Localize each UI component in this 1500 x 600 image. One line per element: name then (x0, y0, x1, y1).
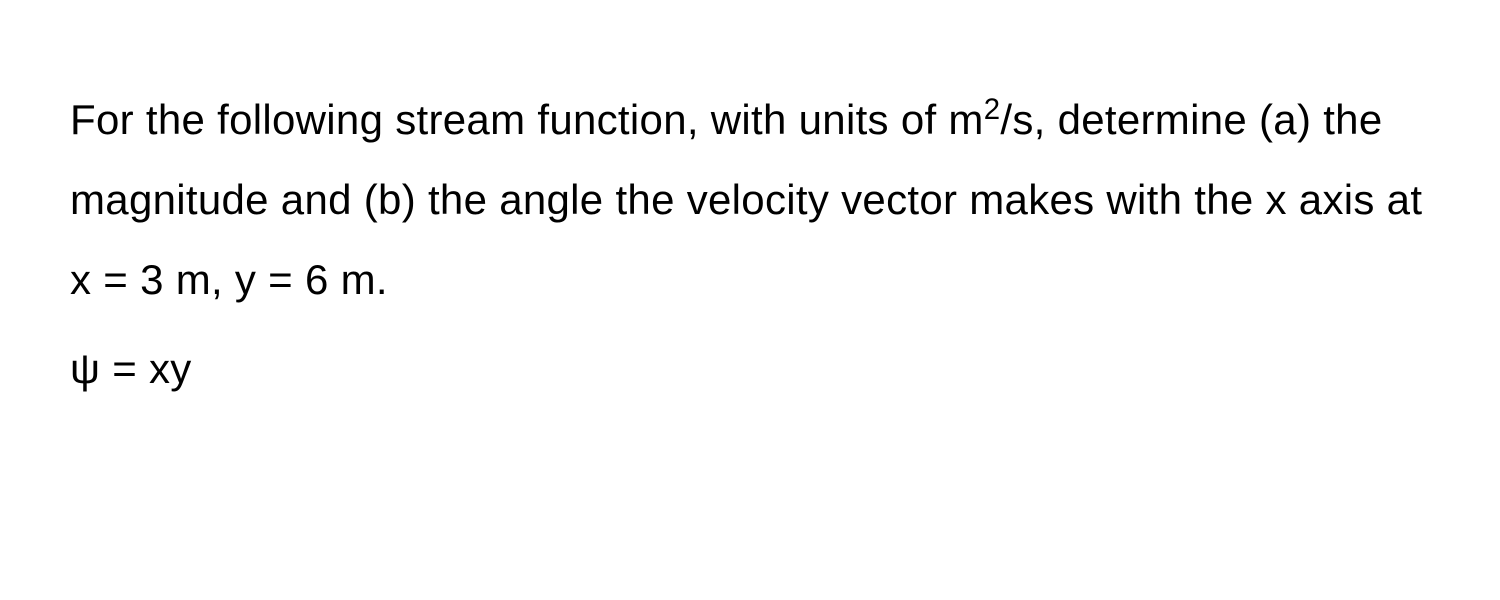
problem-statement: For the following stream function, with … (70, 80, 1430, 319)
superscript-2: 2 (984, 93, 1001, 126)
stream-function-equation: ψ = xy (70, 329, 1430, 409)
problem-text-part1: For the following stream function, with … (70, 96, 984, 143)
